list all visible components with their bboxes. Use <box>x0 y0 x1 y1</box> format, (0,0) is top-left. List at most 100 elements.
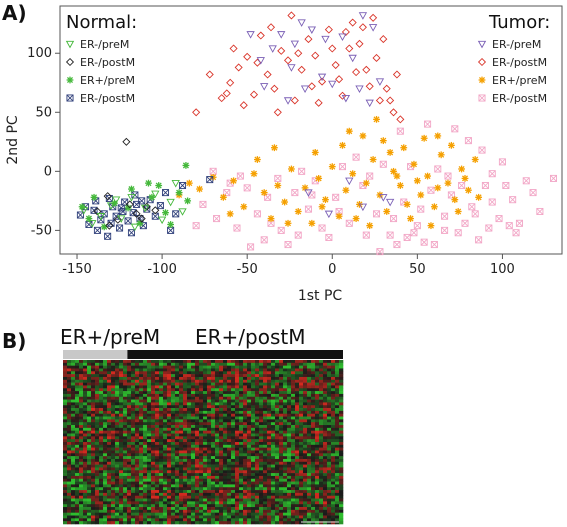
heatmap-cell <box>299 464 304 468</box>
heatmap-cell <box>83 393 88 398</box>
data-point <box>366 222 374 230</box>
heatmap-cell <box>91 368 96 372</box>
heatmap-cell <box>319 362 324 366</box>
heatmap-cell <box>279 425 284 429</box>
heatmap-cell <box>275 509 280 513</box>
heatmap-cell <box>287 509 292 513</box>
heatmap-cell <box>207 405 212 409</box>
heatmap-cell <box>215 512 220 516</box>
heatmap-cell <box>187 473 192 477</box>
heatmap-cell <box>171 362 176 366</box>
heatmap-cell <box>267 376 272 381</box>
heatmap-cell <box>147 388 152 392</box>
heatmap-cell <box>95 495 100 499</box>
heatmap-cell <box>251 385 256 389</box>
heatmap-cell <box>231 382 236 386</box>
heatmap-cell <box>223 396 228 400</box>
heatmap-cell <box>139 498 144 502</box>
heatmap-cell <box>335 362 340 366</box>
heatmap-cell <box>239 436 244 440</box>
heatmap-cell <box>311 439 316 443</box>
heatmap-cell <box>175 450 180 454</box>
heatmap-cell <box>247 365 252 369</box>
heatmap-cell <box>183 399 188 403</box>
heatmap-cell <box>215 478 220 482</box>
heatmap-cell <box>79 408 84 412</box>
heatmap-cell <box>295 492 300 497</box>
heatmap-cell <box>271 371 276 375</box>
heatmap-cell <box>119 416 124 420</box>
heatmap-cell <box>251 470 256 474</box>
heatmap-cell <box>91 512 96 516</box>
heatmap-cell <box>63 362 68 366</box>
heatmap-cell <box>167 382 172 386</box>
heatmap-cell <box>79 461 84 465</box>
heatmap-cell <box>163 490 168 494</box>
heatmap-cell <box>199 413 204 417</box>
heatmap-cell <box>247 453 252 457</box>
heatmap-cell <box>159 436 164 440</box>
heatmap-cell <box>275 422 280 426</box>
heatmap-cell <box>287 444 292 448</box>
heatmap-cell <box>335 521 340 525</box>
heatmap-cell <box>119 439 124 443</box>
heatmap-cell <box>163 512 168 516</box>
heatmap-cell <box>207 399 212 403</box>
heatmap-cell <box>251 399 256 403</box>
data-point <box>485 224 493 232</box>
heatmap-cell <box>131 453 136 457</box>
heatmap-cell <box>267 492 272 497</box>
heatmap-cell <box>63 376 68 381</box>
heatmap-cell <box>327 473 332 477</box>
heatmap-cell <box>191 470 196 474</box>
heatmap-cell <box>207 376 212 381</box>
heatmap-cell <box>135 458 140 463</box>
heatmap-cell <box>247 509 252 513</box>
heatmap-cell <box>211 379 216 383</box>
heatmap-cell <box>279 456 284 460</box>
heatmap-cell <box>159 501 164 505</box>
heatmap-cell <box>235 393 240 398</box>
heatmap-cell <box>259 487 264 491</box>
heatmap-cell <box>303 399 308 403</box>
heatmap-cell <box>231 490 236 494</box>
heatmap-cell <box>287 422 292 426</box>
heatmap-cell <box>159 481 164 485</box>
heatmap-cell <box>155 487 160 491</box>
heatmap-cell <box>247 507 252 511</box>
heatmap-cell <box>335 416 340 420</box>
heatmap-cell <box>207 382 212 386</box>
heatmap-cell <box>239 365 244 369</box>
heatmap-cell <box>219 473 224 477</box>
heatmap-cell <box>175 408 180 412</box>
heatmap-cell <box>311 456 316 460</box>
heatmap-cell <box>211 402 216 406</box>
heatmap-cell <box>163 515 168 519</box>
heatmap-cell <box>243 410 248 415</box>
heatmap-cell <box>311 498 316 502</box>
heatmap-cell <box>299 391 304 395</box>
heatmap-cell <box>103 521 108 525</box>
heatmap-cell <box>315 461 320 465</box>
heatmap-cell <box>223 425 228 429</box>
heatmap-cell <box>211 470 216 474</box>
heatmap-cell <box>287 481 292 485</box>
data-point <box>389 108 398 117</box>
heatmap-cell <box>235 453 240 457</box>
heatmap-cell <box>151 470 156 474</box>
heatmap-cell <box>335 422 340 426</box>
heatmap-cell <box>239 393 244 398</box>
heatmap-cell <box>311 393 316 398</box>
heatmap-cell <box>339 427 344 431</box>
heatmap-cell <box>203 473 208 477</box>
heatmap-cell <box>279 391 284 395</box>
heatmap-cell <box>131 509 136 513</box>
heatmap-cell <box>163 475 168 480</box>
heatmap-cell <box>183 501 188 505</box>
heatmap-cell <box>291 478 296 482</box>
heatmap-cell <box>191 396 196 400</box>
heatmap-cell <box>183 393 188 398</box>
heatmap-cell <box>323 371 328 375</box>
heatmap-cell <box>303 490 308 494</box>
heatmap-cell <box>231 408 236 412</box>
